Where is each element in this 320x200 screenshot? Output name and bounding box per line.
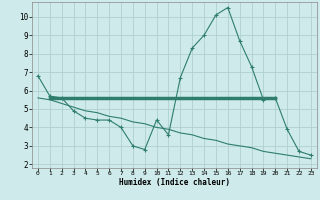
X-axis label: Humidex (Indice chaleur): Humidex (Indice chaleur)	[119, 178, 230, 187]
